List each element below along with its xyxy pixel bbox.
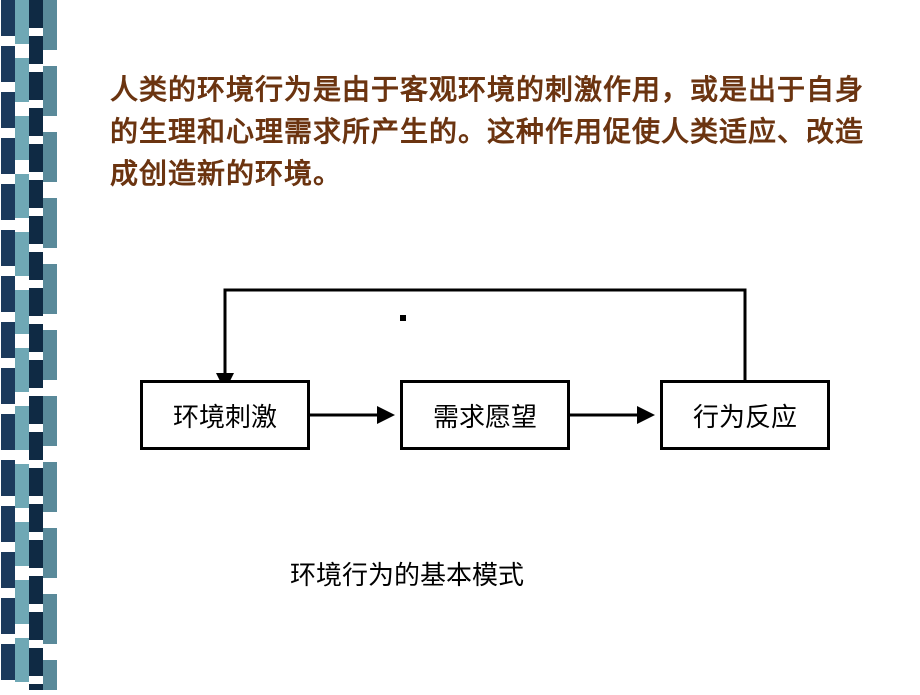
sidebar-stripes-svg <box>0 0 60 690</box>
intro-paragraph: 人类的环境行为是由于客观环境的刺激作用，或是出于自身的生理和心理需求所产生的。这… <box>110 70 870 196</box>
flowchart-diagram: 环境刺激 需求愿望 行为反应 <box>110 260 870 560</box>
main-content: 人类的环境行为是由于客观环境的刺激作用，或是出于自身的生理和心理需求所产生的。这… <box>110 70 870 196</box>
diagram-caption: 环境行为的基本模式 <box>290 555 524 592</box>
flowchart-node-n2: 需求愿望 <box>400 380 570 450</box>
decorative-sidebar <box>0 0 60 690</box>
flowchart-node-n3: 行为反应 <box>660 380 830 450</box>
flowchart-node-n1: 环境刺激 <box>140 380 310 450</box>
